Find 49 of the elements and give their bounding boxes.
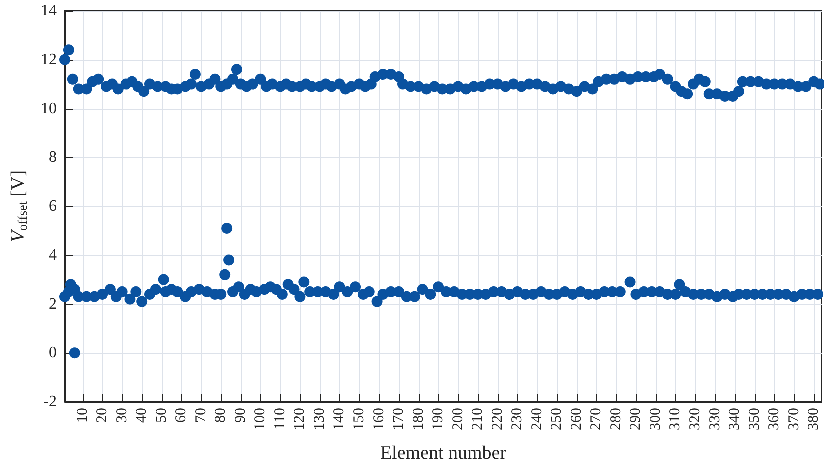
x-tick-label: 160 <box>371 408 388 430</box>
x-tick-label: 300 <box>648 408 664 430</box>
x-tick-label: 210 <box>470 408 486 430</box>
x-tick-label: 100 <box>252 408 269 430</box>
x-tick-label: 350 <box>746 408 763 430</box>
y-tick-label: 12 <box>41 51 57 68</box>
x-tick-label: 180 <box>410 408 427 430</box>
y-tick-label: -2 <box>44 394 57 410</box>
x-tick-label: 10 <box>74 408 91 423</box>
x-tick-label: 240 <box>529 408 546 430</box>
x-tick-label: 40 <box>134 408 150 423</box>
x-tick-label: 380 <box>806 408 822 430</box>
x-tick-label: 330 <box>707 408 724 430</box>
x-tick-label: 80 <box>213 408 230 423</box>
x-tick-label: 320 <box>688 408 704 430</box>
x-tick-label: 70 <box>193 408 210 423</box>
x-tick-label: 220 <box>490 408 506 430</box>
x-tick-label: 310 <box>668 408 684 430</box>
x-tick-label: 370 <box>786 408 802 430</box>
x-tick-label: 340 <box>727 408 744 430</box>
x-tick-label: 280 <box>608 408 624 430</box>
x-tick-label: 90 <box>232 408 249 423</box>
x-axis-title: Element number <box>380 443 508 464</box>
x-tick-label: 120 <box>292 408 308 430</box>
x-tick-label: 360 <box>766 408 783 430</box>
y-tick-label: 14 <box>41 2 57 20</box>
x-tick-label: 250 <box>549 408 566 430</box>
x-tick-label: 130 <box>312 408 328 430</box>
x-tick-label: 170 <box>391 408 408 430</box>
x-tick-label: 150 <box>352 408 368 430</box>
x-tick-label: 230 <box>510 408 526 430</box>
x-tick-label: 290 <box>628 408 644 430</box>
x-tick-label: 110 <box>272 408 288 430</box>
x-tick-label: 270 <box>588 408 605 430</box>
x-tick-label: 30 <box>114 408 130 423</box>
x-tick-label: 50 <box>154 408 170 423</box>
y-tick-label: 10 <box>41 100 57 118</box>
x-tick-label: 60 <box>174 408 190 423</box>
x-tick-label: 200 <box>450 408 466 430</box>
y-tick-label: 0 <box>49 344 57 362</box>
y-tick-label: 8 <box>49 149 57 166</box>
x-tick-label: 260 <box>568 408 585 430</box>
y-axis-title: Voffset [V] <box>8 170 30 243</box>
x-tick-label: 190 <box>430 408 447 430</box>
x-tick-label: 140 <box>332 408 348 430</box>
y-tick-label: 2 <box>49 296 57 313</box>
y-tick-label: 6 <box>49 198 57 215</box>
x-tick-label: 20 <box>94 408 111 423</box>
y-tick-label: 4 <box>49 246 57 264</box>
